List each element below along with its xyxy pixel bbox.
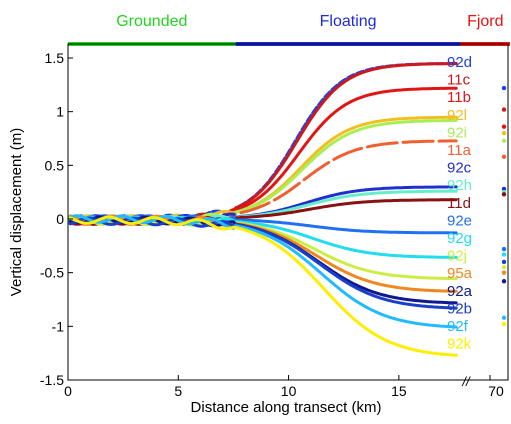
series-label-11b: 11b	[447, 89, 471, 106]
fjord-points	[501, 85, 507, 327]
x-tick-label: 0	[64, 383, 72, 399]
fjord-point-92c	[501, 186, 507, 192]
series-line-92j	[68, 216, 458, 281]
zone-label-grounded: Grounded	[116, 13, 187, 30]
series-line-92b	[68, 216, 458, 310]
series-label-92l: 92l	[447, 107, 467, 124]
series-label-92e: 92e	[447, 212, 472, 229]
series-label-92b: 92b	[447, 300, 472, 317]
x-tick-label: 10	[281, 383, 297, 399]
y-tick-label: -1	[52, 318, 65, 334]
y-tick-label: -0.5	[40, 265, 64, 281]
fjord-point-11b	[501, 124, 507, 129]
y-axis-label: Vertical displacement (m)	[8, 128, 25, 296]
axis-break-marker: //	[461, 374, 471, 389]
fjord-point-92l	[501, 130, 507, 136]
plot-frame	[67, 43, 509, 381]
zone-label-floating: Floating	[320, 13, 377, 30]
series-label-92f: 92f	[447, 318, 469, 335]
series-line-11a	[68, 139, 458, 226]
fjord-point-92d	[501, 85, 507, 91]
series-label-92j: 92j	[447, 248, 467, 265]
series-line-92a	[68, 215, 458, 305]
fjord-point-95a	[501, 270, 507, 275]
series-label-92d: 92d	[447, 54, 472, 71]
y-tick-label: 1	[56, 104, 64, 120]
series-label-92a: 92a	[447, 283, 473, 300]
series-label-92k: 92k	[447, 336, 472, 353]
series-line-92k	[68, 215, 458, 357]
fjord-point-92i	[501, 138, 507, 143]
fjord-point-92e	[501, 246, 507, 252]
series-label-11c: 11c	[447, 72, 471, 89]
fjord-point-92f	[501, 315, 507, 320]
series-lines	[68, 62, 458, 357]
series-label-92g: 92g	[447, 230, 472, 247]
series-line-92f	[68, 214, 458, 329]
plot-axes	[67, 43, 509, 381]
fjord-point-11d	[501, 192, 507, 197]
series-labels: 92d11c11b92l92i11a92c92h11d92e92g92j95a9…	[447, 54, 473, 353]
x-tick-label: 5	[174, 383, 182, 399]
y-tick-label: 1.5	[45, 50, 65, 66]
series-label-11a: 11a	[447, 142, 472, 159]
zone-bars: Grounded Floating Fjord	[68, 13, 510, 46]
y-tick-label: 0	[56, 211, 64, 227]
fjord-point-92j	[501, 265, 507, 270]
fjord-point-92b	[501, 259, 507, 265]
x-tick-label: 15	[391, 383, 407, 399]
fjord-point-92k	[501, 321, 507, 327]
y-tick-label: -1.5	[40, 372, 64, 388]
y-tick-label: 0.5	[45, 157, 65, 173]
fjord-point-11c	[501, 107, 507, 112]
series-label-11d: 11d	[447, 195, 471, 212]
series-line-11b	[68, 86, 458, 226]
zone-label-fjord: Fjord	[467, 13, 503, 30]
axis-ticks: 0 5 10 15 70 // 1.5 1 0.5 0 -0.5 -1 -1.5	[40, 50, 504, 399]
fjord-point-92g	[501, 252, 507, 257]
fjord-point-92a	[501, 279, 507, 284]
series-line-92i	[68, 119, 458, 225]
fjord-point-11a	[501, 154, 507, 159]
series-label-92i: 92i	[447, 124, 467, 141]
x-tick-label-break: 70	[488, 383, 504, 399]
series-label-92c: 92c	[447, 160, 472, 177]
series-label-95a: 95a	[447, 265, 473, 282]
series-label-92h: 92h	[447, 177, 472, 194]
x-axis-label: Distance along transect (km)	[191, 399, 382, 416]
